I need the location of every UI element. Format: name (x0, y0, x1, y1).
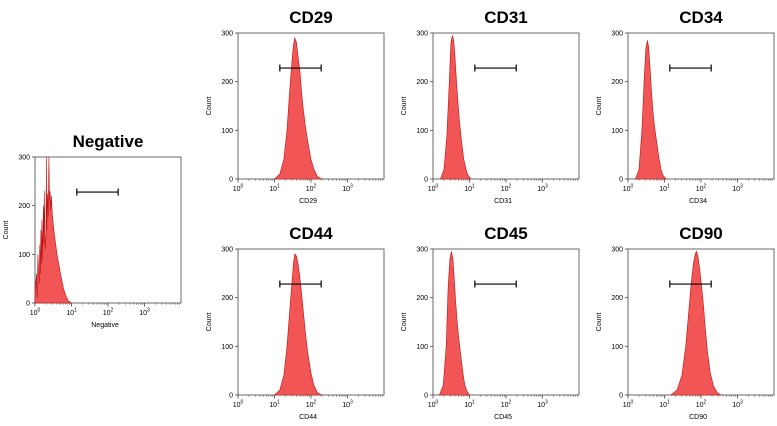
y-axis-label: Count (206, 313, 213, 332)
histogram-area (440, 35, 472, 180)
x-axis-label: CD45 (494, 414, 512, 421)
x-tick-label: 102 (501, 400, 512, 410)
plot-frame (237, 32, 385, 180)
x-tick-label: 102 (103, 308, 114, 318)
x-tick-label: 103 (732, 184, 743, 194)
y-tick-label: 300 (416, 31, 428, 38)
y-tick-label: 100 (18, 252, 30, 259)
histogram-area (635, 40, 667, 180)
x-tick-label: 101 (66, 308, 77, 318)
x-tick-label: 101 (659, 400, 670, 410)
panel-title: CD34 (679, 8, 723, 27)
y-tick-label: 0 (424, 393, 428, 400)
y-tick-label: 100 (221, 344, 233, 351)
y-tick-label: 0 (229, 177, 233, 184)
x-tick-label: 103 (139, 308, 150, 318)
x-tick-label: 100 (623, 400, 634, 410)
y-tick-label: 200 (221, 79, 233, 86)
y-tick-label: 300 (221, 247, 233, 254)
y-tick-label: 0 (229, 393, 233, 400)
y-tick-label: 300 (221, 31, 233, 38)
y-tick-label: 300 (611, 31, 623, 38)
y-tick-label: 100 (416, 128, 428, 135)
y-axis-label: Count (401, 97, 408, 116)
panel-title: CD90 (679, 224, 722, 243)
x-tick-label: 102 (306, 400, 317, 410)
x-tick-label: 103 (342, 400, 353, 410)
x-tick-label: 100 (428, 184, 439, 194)
histogram-area (273, 36, 323, 180)
x-tick-label: 102 (696, 184, 707, 194)
x-tick-label: 100 (233, 184, 244, 194)
x-tick-label: 103 (537, 184, 548, 194)
x-tick-label: 102 (306, 184, 317, 194)
y-tick-label: 200 (221, 295, 233, 302)
y-tick-label: 100 (611, 128, 623, 135)
x-tick-label: 101 (269, 400, 280, 410)
x-tick-label: 102 (501, 184, 512, 194)
x-tick-label: 103 (732, 400, 743, 410)
y-tick-label: 0 (619, 177, 623, 184)
y-tick-label: 100 (611, 344, 623, 351)
histogram-area (670, 250, 722, 396)
y-axis-label: Count (401, 313, 408, 332)
y-axis-label: Count (596, 313, 603, 332)
x-tick-label: 103 (342, 184, 353, 194)
x-tick-label: 100 (623, 184, 634, 194)
y-tick-label: 0 (619, 393, 623, 400)
y-tick-label: 200 (18, 203, 30, 210)
y-axis-label: Count (206, 97, 213, 116)
x-axis-label: CD90 (689, 414, 707, 421)
panel-title: CD31 (484, 8, 527, 27)
x-axis-label: CD34 (689, 198, 707, 205)
x-tick-label: 100 (428, 400, 439, 410)
y-axis-label: Count (3, 221, 10, 240)
y-tick-label: 200 (416, 295, 428, 302)
x-axis-label: CD29 (299, 198, 317, 205)
histogram-area (34, 156, 73, 304)
x-tick-label: 102 (696, 400, 707, 410)
x-tick-label: 100 (30, 308, 41, 318)
y-tick-label: 200 (611, 295, 623, 302)
x-axis-label: CD44 (299, 414, 317, 421)
y-tick-label: 200 (611, 79, 623, 86)
y-tick-label: 300 (18, 155, 30, 162)
x-axis-label: CD31 (494, 198, 512, 205)
y-tick-label: 300 (611, 247, 623, 254)
panel-title: Negative (73, 132, 144, 151)
x-tick-label: 101 (464, 400, 475, 410)
x-tick-label: 101 (269, 184, 280, 194)
x-tick-label: 103 (537, 400, 548, 410)
y-tick-label: 0 (424, 177, 428, 184)
y-tick-label: 100 (221, 128, 233, 135)
y-tick-label: 300 (416, 247, 428, 254)
panel-title: CD44 (289, 224, 333, 243)
histogram-area (273, 253, 323, 396)
x-tick-label: 101 (464, 184, 475, 194)
x-tick-label: 100 (233, 400, 244, 410)
y-tick-label: 100 (416, 344, 428, 351)
x-tick-label: 101 (659, 184, 670, 194)
histogram-area (438, 251, 471, 396)
y-tick-label: 0 (26, 301, 30, 308)
y-axis-label: Count (596, 97, 603, 116)
x-axis-label: Negative (91, 322, 119, 329)
panel-title: CD45 (484, 224, 527, 243)
panel-title: CD29 (289, 8, 332, 27)
y-tick-label: 200 (416, 79, 428, 86)
